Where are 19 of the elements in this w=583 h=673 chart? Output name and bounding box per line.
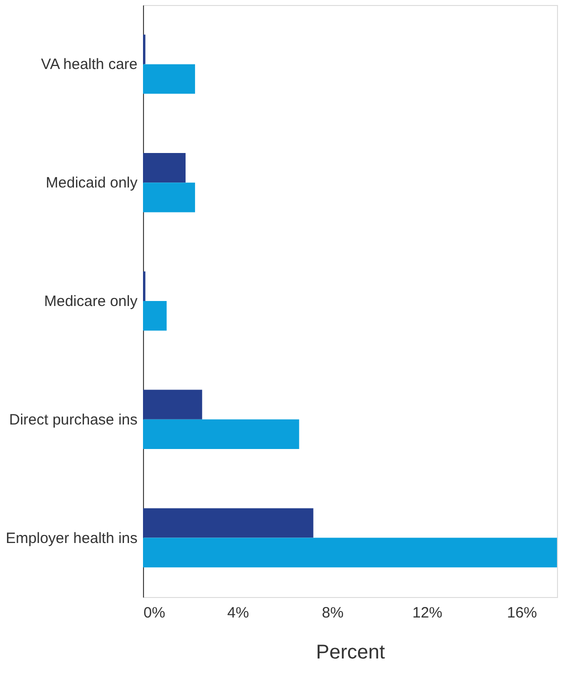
bar <box>143 538 557 568</box>
y-tick-label: VA health care <box>41 56 138 74</box>
x-tick-label: 0% <box>144 604 166 622</box>
x-tick-label: 8% <box>322 604 344 622</box>
y-tick-label: Employer health ins <box>6 530 138 547</box>
bar <box>143 182 196 212</box>
x-axis-title: Percent <box>316 642 386 664</box>
bar <box>143 153 186 183</box>
x-tick-label: 16% <box>507 604 538 622</box>
x-tick-label: 12% <box>412 604 442 622</box>
bar <box>143 301 167 331</box>
x-tick-label: 4% <box>227 604 249 622</box>
bar <box>143 64 196 94</box>
bar <box>143 508 314 538</box>
y-tick-label: Direct purchase ins <box>9 411 138 428</box>
bar <box>143 390 202 420</box>
y-tick-label: Medicaid only <box>46 174 138 192</box>
bar <box>143 419 300 449</box>
y-tick-label: Medicare only <box>44 293 138 310</box>
